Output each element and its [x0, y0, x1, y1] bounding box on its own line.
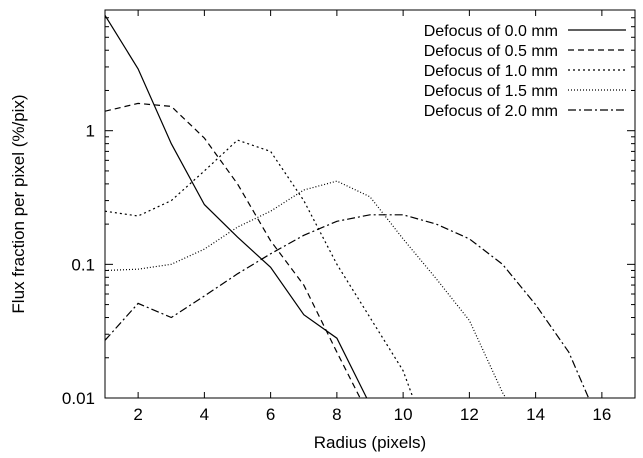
x-tick-label: 12	[460, 405, 479, 424]
x-axis-title: Radius (pixels)	[314, 433, 426, 452]
series-line-0	[105, 14, 368, 398]
y-tick-label: 1	[86, 122, 95, 141]
series-line-1	[105, 102, 361, 398]
legend-label: Defocus of 1.5 mm	[424, 83, 558, 100]
y-tick-label: 0.1	[71, 255, 95, 274]
x-tick-label: 6	[266, 405, 275, 424]
series-line-2	[105, 139, 414, 398]
x-tick-label: 2	[133, 405, 142, 424]
legend-label: Defocus of 2.0 mm	[424, 103, 558, 120]
x-tick-label: 10	[394, 405, 413, 424]
x-tick-label: 8	[332, 405, 341, 424]
axis-ticks: 2 4 6 8 10 12 14 16 0.01 0.1 1	[62, 10, 635, 424]
x-tick-label: 14	[526, 405, 545, 424]
x-tick-label: 4	[200, 405, 209, 424]
y-tick-label: 0.01	[62, 389, 95, 408]
y-axis-title: Flux fraction per pixel (%/pix)	[9, 94, 28, 313]
plot-frame	[104, 9, 636, 399]
legend-label: Defocus of 1.0 mm	[424, 63, 558, 80]
series-line-3	[105, 180, 507, 398]
legend-label: Defocus of 0.0 mm	[424, 23, 558, 40]
legend: Defocus of 0.0 mm Defocus of 0.5 mm Defocu…	[424, 23, 626, 120]
legend-label: Defocus of 0.5 mm	[424, 43, 558, 60]
series-layer	[105, 14, 590, 398]
series-line-4	[105, 214, 590, 398]
x-tick-label: 16	[592, 405, 611, 424]
